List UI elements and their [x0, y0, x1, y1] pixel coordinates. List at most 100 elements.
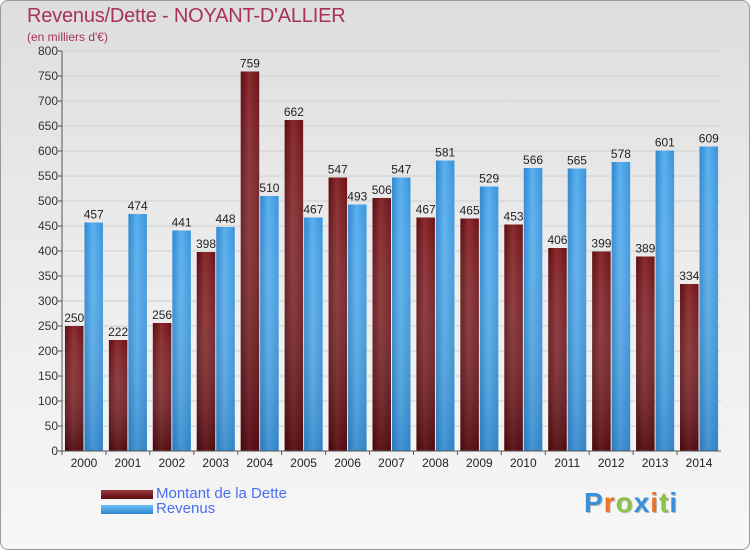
data-label-revenus: 547: [391, 163, 411, 177]
y-tick-label: 800: [38, 44, 58, 58]
data-label-revenus: 565: [567, 154, 587, 168]
data-label-revenus: 609: [699, 132, 719, 146]
x-tick-label: 2004: [246, 456, 273, 470]
y-tick-label: 300: [38, 294, 58, 308]
bar-revenus-shade: [435, 160, 455, 451]
data-label-dette: 389: [635, 242, 655, 256]
data-label-dette: 506: [372, 183, 392, 197]
y-tick-label: 650: [38, 119, 58, 133]
data-label-dette: 406: [547, 233, 567, 247]
bar-dette-shade: [64, 326, 84, 451]
chart-title: Revenus/Dette - NOYANT-D'ALLIER: [27, 5, 346, 27]
bar-revenus-shade: [655, 150, 675, 451]
bar-revenus-shade: [216, 227, 235, 451]
grid-layer: [62, 50, 721, 452]
data-label-dette: 662: [284, 105, 304, 119]
y-tick-label: 100: [38, 394, 58, 408]
x-tick-label: 2006: [334, 456, 361, 470]
logo-letter: x: [633, 487, 651, 518]
bar-dette-shade: [592, 251, 611, 451]
data-label-dette: 759: [240, 57, 260, 71]
data-label-dette: 222: [108, 325, 128, 339]
x-tick-label: 2007: [378, 456, 405, 470]
x-tick-label: 2002: [158, 456, 185, 470]
bar-dette-shade: [548, 248, 567, 451]
x-tick-label: 2003: [202, 456, 229, 470]
y-tick-label: 500: [38, 194, 58, 208]
bar-revenus-shade: [523, 168, 543, 451]
legend-label-dette: Montant de la Dette: [156, 485, 287, 502]
bar-dette-shade: [152, 323, 172, 451]
bar-revenus-shade: [304, 217, 323, 451]
data-label-dette: 398: [196, 237, 216, 251]
y-tick-label: 550: [38, 169, 58, 183]
bar-revenus-shade: [172, 230, 191, 451]
legend-label-revenus: Revenus: [156, 500, 216, 517]
bar-revenus-shade: [84, 222, 103, 451]
logo-letter: o: [615, 487, 634, 518]
bar-dette-shade: [460, 218, 479, 451]
data-label-revenus: 474: [128, 199, 148, 213]
y-tick-label: 750: [38, 69, 58, 83]
data-label-dette: 547: [328, 163, 348, 177]
y-tick-label: 400: [38, 244, 58, 258]
y-tick-label: 350: [38, 269, 58, 283]
x-tick-label: 2001: [115, 456, 142, 470]
bar-dette-shade: [504, 224, 523, 451]
data-label-revenus: 448: [216, 212, 236, 226]
y-tick-label: 250: [38, 319, 58, 333]
bar-dette-shade: [328, 177, 348, 451]
bar-revenus-shade: [567, 168, 587, 451]
data-label-dette: 465: [460, 204, 480, 218]
x-tick-label: 2000: [71, 456, 98, 470]
logo-letter: P: [584, 487, 604, 518]
data-label-revenus: 510: [259, 181, 279, 195]
bar-dette-shade: [416, 217, 435, 451]
x-tick-label: 2010: [510, 456, 537, 470]
y-tick-label: 450: [38, 219, 58, 233]
bar-dette-shade: [108, 340, 128, 451]
chart-subtitle: (en milliers d'€): [27, 30, 108, 44]
bar-dette-shade: [240, 71, 260, 451]
x-tick-label: 2013: [642, 456, 669, 470]
bar-dette-shade: [196, 252, 216, 451]
data-label-revenus: 566: [523, 153, 543, 167]
bar-dette-shade: [636, 256, 655, 451]
data-label-dette: 453: [504, 210, 524, 224]
data-label-revenus: 601: [655, 136, 675, 150]
proxiti-logo: Proxiti: [584, 487, 678, 519]
data-label-revenus: 578: [611, 147, 631, 161]
logo-letter: i: [650, 487, 660, 518]
data-label-dette: 467: [416, 203, 436, 217]
bar-dette-shade: [372, 198, 391, 451]
legend-swatch-dette: [101, 490, 153, 499]
x-tick-label: 2011: [554, 456, 580, 470]
bar-revenus-shade: [699, 146, 719, 451]
y-tick-label: 150: [38, 369, 58, 383]
data-label-dette: 250: [64, 311, 84, 325]
data-label-revenus: 457: [84, 208, 104, 222]
bar-revenus-shade: [260, 196, 279, 451]
y-tick-label: 600: [38, 144, 58, 158]
bar-revenus-shade: [392, 177, 411, 451]
legend-swatch-revenus: [101, 505, 153, 514]
bar-revenus-shade: [348, 204, 367, 451]
data-label-revenus: 529: [479, 172, 499, 186]
x-tick-label: 2012: [598, 456, 625, 470]
x-tick-label: 2005: [290, 456, 317, 470]
bars-layer: [64, 71, 719, 451]
x-tick-label: 2009: [466, 456, 493, 470]
y-tick-label: 50: [45, 419, 59, 433]
bar-revenus-shade: [479, 186, 499, 451]
data-label-dette: 334: [679, 269, 699, 283]
data-label-dette: 399: [591, 237, 611, 251]
data-label-dette: 256: [152, 308, 172, 322]
data-label-revenus: 581: [435, 146, 455, 160]
y-tick-label: 0: [51, 444, 58, 458]
data-label-revenus: 441: [172, 216, 192, 230]
data-label-revenus: 493: [347, 190, 367, 204]
logo-letter: t: [659, 487, 670, 518]
